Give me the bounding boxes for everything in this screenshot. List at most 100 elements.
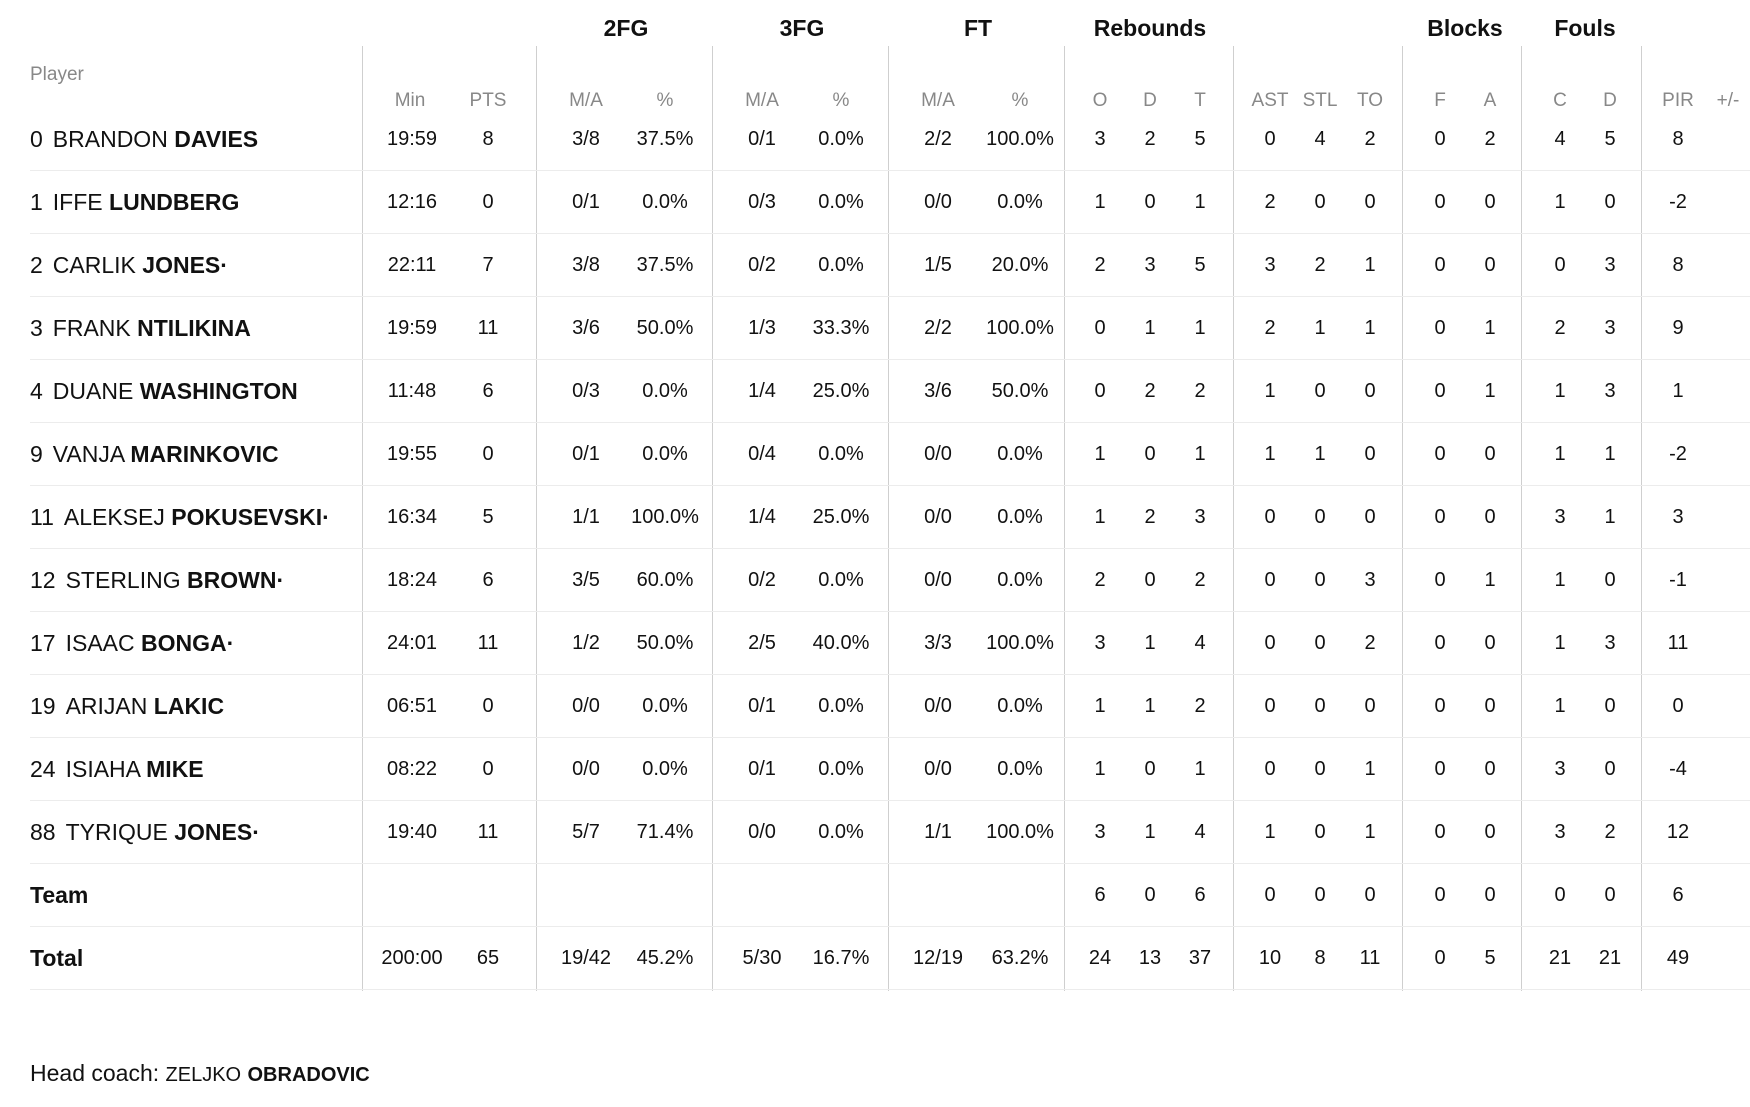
team-blk-f: 0	[1434, 884, 1446, 906]
stat-fg3-pct: 0.0%	[818, 443, 864, 465]
stat-foul-d: 0	[1604, 191, 1616, 213]
stat-fg3-ma: 1/3	[748, 317, 776, 339]
stat-reb-o: 1	[1094, 443, 1106, 465]
stat-min: 08:22	[386, 758, 438, 780]
player-name[interactable]: 0 BRANDON DAVIES	[30, 108, 258, 171]
column-header-ast: AST	[1251, 90, 1289, 111]
player-name[interactable]: 12 STERLING BROWN·	[30, 549, 284, 612]
stat-pir: 9	[1672, 317, 1684, 339]
player-name[interactable]: 2 CARLIK JONES·	[30, 234, 228, 297]
stat-pir: -2	[1669, 443, 1687, 465]
stat-blk-a: 2	[1484, 128, 1496, 150]
stat-fg3-pct: 0.0%	[818, 695, 864, 717]
stat-stl: 1	[1314, 317, 1326, 339]
stat-pts: 0	[482, 443, 494, 465]
stat-reb-t: 2	[1194, 695, 1206, 717]
stat-ft-ma: 0/0	[924, 569, 952, 591]
player-name[interactable]: 17 ISAAC BONGA·	[30, 612, 234, 675]
column-header-3fg-pct: %	[832, 90, 850, 111]
total-pts: 65	[476, 947, 500, 969]
stat-blk-f: 0	[1434, 317, 1446, 339]
total-reb-o: 24	[1088, 947, 1112, 969]
player-first-name: ISAAC	[65, 630, 135, 656]
stat-foul-c: 1	[1554, 695, 1566, 717]
stat-fg3-ma: 0/2	[748, 569, 776, 591]
stat-blk-a: 0	[1484, 632, 1496, 654]
stat-pts: 7	[482, 254, 494, 276]
stat-blk-f: 0	[1434, 380, 1446, 402]
player-last-name: JONES·	[174, 819, 260, 845]
player-name[interactable]: 88 TYRIQUE JONES·	[30, 801, 260, 864]
stat-ft-ma: 3/3	[924, 632, 952, 654]
stat-pts: 6	[482, 380, 494, 402]
stat-reb-d: 2	[1144, 506, 1156, 528]
column-header-reb-t: T	[1194, 90, 1206, 111]
column-header-blk-f: F	[1434, 90, 1446, 111]
stat-to: 1	[1364, 758, 1376, 780]
player-name[interactable]: 9 VANJA MARINKOVIC	[30, 423, 279, 486]
player-row: 17 ISAAC BONGA· 24:01 11 1/2 50.0% 2/5 40.0% 3/3…	[30, 612, 1750, 675]
player-last-name: WASHINGTON	[139, 378, 298, 404]
team-ast: 0	[1264, 884, 1276, 906]
player-name[interactable]: 11 ALEKSEJ POKUSEVSKI·	[30, 486, 330, 549]
stat-reb-o: 1	[1094, 506, 1106, 528]
stat-foul-d: 0	[1604, 569, 1616, 591]
stat-pts: 8	[482, 128, 494, 150]
total-ft-pct: 63.2%	[991, 947, 1049, 969]
stat-fg3-pct: 0.0%	[818, 254, 864, 276]
stat-fg2-pct: 100.0%	[631, 506, 699, 528]
stat-fg3-pct: 25.0%	[812, 506, 870, 528]
stat-ft-pct: 0.0%	[997, 758, 1043, 780]
player-last-name: JONES·	[142, 252, 228, 278]
stat-fg3-ma: 1/4	[748, 506, 776, 528]
stat-ft-pct: 100.0%	[986, 128, 1054, 150]
column-divider	[1233, 46, 1234, 991]
team-foul-d: 0	[1604, 884, 1616, 906]
stat-blk-a: 0	[1484, 758, 1496, 780]
stat-pir: -2	[1669, 191, 1687, 213]
column-header-3fg-ma: M/A	[745, 90, 779, 111]
total-blk-a: 5	[1484, 947, 1496, 969]
stat-min: 12:16	[386, 191, 438, 213]
stat-ast: 2	[1264, 191, 1276, 213]
stat-reb-t: 5	[1194, 128, 1206, 150]
stat-reb-t: 3	[1194, 506, 1206, 528]
player-number: 24	[30, 756, 56, 782]
player-number: 2	[30, 252, 43, 278]
stat-ft-pct: 0.0%	[997, 443, 1043, 465]
stat-blk-f: 0	[1434, 758, 1446, 780]
stat-pir: 1	[1672, 380, 1684, 402]
column-header-blk-a: A	[1483, 90, 1497, 111]
column-header-stl: STL	[1302, 90, 1338, 111]
stat-ast: 0	[1264, 695, 1276, 717]
stat-ft-ma: 0/0	[924, 443, 952, 465]
player-row: 88 TYRIQUE JONES· 19:40 11 5/7 71.4% 0/0 0.0% 1/…	[30, 801, 1750, 864]
player-name[interactable]: 1 IFFE LUNDBERG	[30, 171, 239, 234]
stat-to: 0	[1364, 695, 1376, 717]
stat-reb-t: 1	[1194, 758, 1206, 780]
stat-blk-a: 0	[1484, 695, 1496, 717]
stat-reb-t: 4	[1194, 632, 1206, 654]
player-name[interactable]: 19 ARIJAN LAKIC	[30, 675, 224, 738]
stat-reb-t: 5	[1194, 254, 1206, 276]
player-name[interactable]: 3 FRANK NTILIKINA	[30, 297, 251, 360]
stat-to: 0	[1364, 380, 1376, 402]
player-number: 3	[30, 315, 43, 341]
player-name[interactable]: 4 DUANE WASHINGTON	[30, 360, 298, 423]
stat-foul-c: 1	[1554, 191, 1566, 213]
stat-blk-a: 0	[1484, 443, 1496, 465]
stat-fg3-pct: 40.0%	[812, 632, 870, 654]
stat-reb-d: 2	[1144, 128, 1156, 150]
player-name[interactable]: 24 ISIAHA MIKE	[30, 738, 204, 801]
stat-blk-f: 0	[1434, 443, 1446, 465]
stat-blk-a: 1	[1484, 569, 1496, 591]
stat-ft-ma: 1/5	[924, 254, 952, 276]
stat-pts: 0	[482, 695, 494, 717]
player-row: 24 ISIAHA MIKE 08:22 0 0/0 0.0% 0/1 0.0% 0/0 0.0%…	[30, 738, 1750, 801]
total-3fg-ma: 5/30	[742, 947, 782, 969]
column-divider	[1521, 46, 1522, 991]
stat-pir: 12	[1666, 821, 1690, 843]
stat-min: 06:51	[386, 695, 438, 717]
head-coach-last-name: OBRADOVIC	[247, 1064, 370, 1086]
player-first-name: CARLIK	[52, 252, 136, 278]
